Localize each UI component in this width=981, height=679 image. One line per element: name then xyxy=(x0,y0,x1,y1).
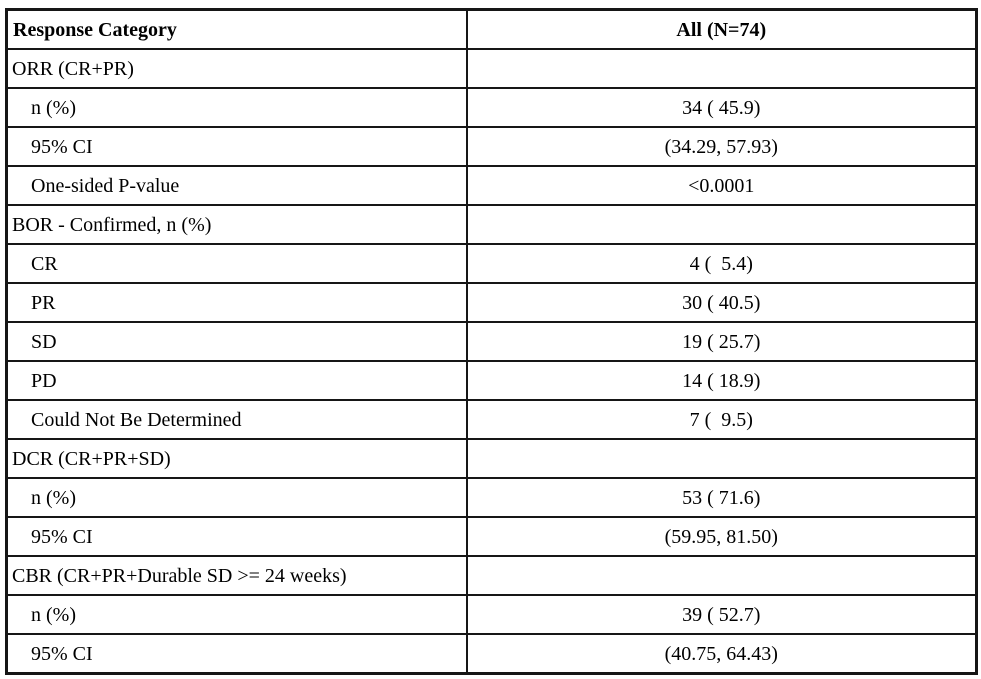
table-row-orr-section: ORR (CR+PR) xyxy=(5,48,978,89)
row-value: <0.0001 xyxy=(465,165,978,206)
row-value: 7 ( 9.5) xyxy=(465,399,978,440)
row-value xyxy=(465,438,978,479)
row-label: ORR (CR+PR) xyxy=(5,48,468,89)
row-value: 14 ( 18.9) xyxy=(465,360,978,401)
row-label: SD xyxy=(5,321,468,362)
table-row-orr-pvalue: One-sided P-value <0.0001 xyxy=(5,165,978,206)
row-label: n (%) xyxy=(5,87,468,128)
row-label: Could Not Be Determined xyxy=(5,399,468,440)
row-value xyxy=(465,204,978,245)
table-row-cbr-section: CBR (CR+PR+Durable SD >= 24 weeks) xyxy=(5,555,978,596)
table-row-bor-not-determined: Could Not Be Determined 7 ( 9.5) xyxy=(5,399,978,440)
row-label: CBR (CR+PR+Durable SD >= 24 weeks) xyxy=(5,555,468,596)
row-label: n (%) xyxy=(5,477,468,518)
table-row-orr-n-pct: n (%) 34 ( 45.9) xyxy=(5,87,978,128)
table-header-row: Response Category All (N=74) xyxy=(5,8,978,50)
row-value xyxy=(465,48,978,89)
row-value: (34.29, 57.93) xyxy=(465,126,978,167)
table-row-bor-pd: PD 14 ( 18.9) xyxy=(5,360,978,401)
row-label: PR xyxy=(5,282,468,323)
table-row-bor-sd: SD 19 ( 25.7) xyxy=(5,321,978,362)
row-value: 4 ( 5.4) xyxy=(465,243,978,284)
row-label: PD xyxy=(5,360,468,401)
table-row-bor-cr: CR 4 ( 5.4) xyxy=(5,243,978,284)
table-row-dcr-n-pct: n (%) 53 ( 71.6) xyxy=(5,477,978,518)
table-row-dcr-95ci: 95% CI (59.95, 81.50) xyxy=(5,516,978,557)
row-label: 95% CI xyxy=(5,126,468,167)
row-label: DCR (CR+PR+SD) xyxy=(5,438,468,479)
row-value xyxy=(465,555,978,596)
row-value: (40.75, 64.43) xyxy=(465,633,978,675)
table-row-cbr-n-pct: n (%) 39 ( 52.7) xyxy=(5,594,978,635)
row-value: (59.95, 81.50) xyxy=(465,516,978,557)
row-label: CR xyxy=(5,243,468,284)
row-label: n (%) xyxy=(5,594,468,635)
row-label: 95% CI xyxy=(5,633,468,675)
row-value: 19 ( 25.7) xyxy=(465,321,978,362)
column-header-all-n74: All (N=74) xyxy=(465,8,978,50)
row-value: 53 ( 71.6) xyxy=(465,477,978,518)
response-results-table-container: Response Category All (N=74) ORR (CR+PR)… xyxy=(5,8,978,675)
column-header-response-category: Response Category xyxy=(5,8,468,50)
row-label: 95% CI xyxy=(5,516,468,557)
table-row-bor-section: BOR - Confirmed, n (%) xyxy=(5,204,978,245)
row-value: 34 ( 45.9) xyxy=(465,87,978,128)
table-row-cbr-95ci: 95% CI (40.75, 64.43) xyxy=(5,633,978,675)
table-row-orr-95ci: 95% CI (34.29, 57.93) xyxy=(5,126,978,167)
table-row-dcr-section: DCR (CR+PR+SD) xyxy=(5,438,978,479)
table-row-bor-pr: PR 30 ( 40.5) xyxy=(5,282,978,323)
response-results-table: Response Category All (N=74) ORR (CR+PR)… xyxy=(5,8,978,675)
row-value: 30 ( 40.5) xyxy=(465,282,978,323)
row-label: One-sided P-value xyxy=(5,165,468,206)
row-label: BOR - Confirmed, n (%) xyxy=(5,204,468,245)
row-value: 39 ( 52.7) xyxy=(465,594,978,635)
